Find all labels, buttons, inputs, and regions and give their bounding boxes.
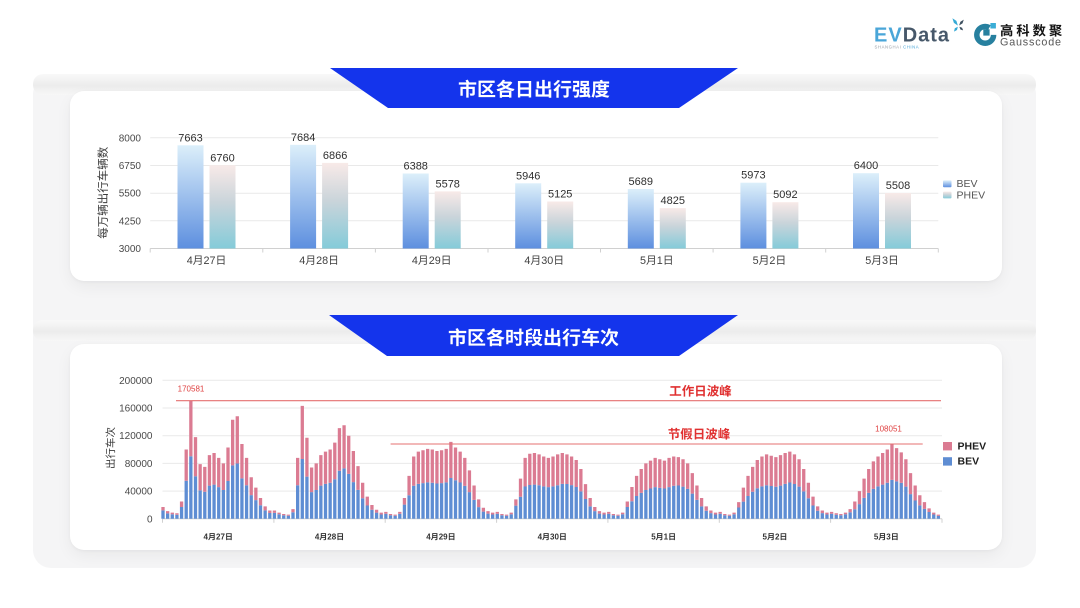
svg-text:5: 5	[640, 255, 646, 267]
svg-text:5092: 5092	[773, 189, 797, 201]
svg-text:4: 4	[187, 255, 193, 267]
svg-text:1: 1	[657, 255, 663, 267]
svg-text:4: 4	[204, 533, 209, 542]
svg-text:4: 4	[299, 255, 305, 267]
svg-text:4: 4	[412, 255, 418, 267]
svg-text:4250: 4250	[119, 216, 142, 227]
svg-text:7684: 7684	[291, 132, 315, 144]
svg-text:4: 4	[538, 533, 543, 542]
svg-text:5: 5	[753, 255, 759, 267]
svg-text:6750: 6750	[119, 161, 142, 172]
svg-text:80000: 80000	[125, 459, 153, 470]
svg-text:5508: 5508	[886, 180, 910, 192]
svg-text:7663: 7663	[178, 132, 202, 144]
svg-text:28: 28	[316, 255, 328, 267]
svg-text:3: 3	[882, 255, 888, 267]
svg-text:170581: 170581	[178, 385, 205, 394]
svg-text:BEV: BEV	[958, 456, 980, 468]
svg-text:40000: 40000	[125, 487, 153, 498]
svg-text:2: 2	[775, 533, 780, 542]
svg-text:5689: 5689	[629, 176, 653, 188]
svg-text:8000: 8000	[119, 133, 142, 144]
svg-text:29: 29	[439, 533, 448, 542]
svg-text:5: 5	[865, 255, 871, 267]
svg-text:3000: 3000	[119, 244, 142, 255]
svg-text:108051: 108051	[875, 425, 902, 434]
svg-text:4: 4	[315, 533, 320, 542]
svg-text:30: 30	[550, 533, 559, 542]
svg-text:4825: 4825	[661, 195, 685, 207]
svg-text:160000: 160000	[119, 404, 153, 415]
svg-text:PHEV: PHEV	[957, 189, 986, 201]
svg-text:6866: 6866	[323, 150, 347, 162]
svg-text:5973: 5973	[741, 170, 765, 182]
svg-text:27: 27	[216, 533, 225, 542]
svg-text:30: 30	[541, 255, 553, 267]
svg-text:6400: 6400	[854, 160, 878, 172]
svg-text:PHEV: PHEV	[958, 441, 987, 453]
svg-text:5578: 5578	[435, 178, 459, 190]
svg-text:29: 29	[429, 255, 441, 267]
svg-text:5: 5	[874, 533, 879, 542]
svg-text:BEV: BEV	[957, 178, 978, 190]
svg-text:28: 28	[327, 533, 336, 542]
svg-text:4: 4	[524, 255, 530, 267]
svg-text:5: 5	[651, 533, 656, 542]
svg-text:SHANGHAI CHINA: SHANGHAI CHINA	[875, 45, 920, 50]
svg-text:3: 3	[886, 533, 891, 542]
svg-text:Gausscode: Gausscode	[1000, 37, 1062, 49]
svg-text:1: 1	[664, 533, 669, 542]
svg-text:EVData: EVData	[874, 25, 950, 47]
svg-text:5946: 5946	[516, 170, 540, 182]
svg-text:2: 2	[769, 255, 775, 267]
svg-text:120000: 120000	[119, 431, 153, 442]
svg-text:5500: 5500	[119, 189, 142, 200]
svg-text:27: 27	[204, 255, 216, 267]
svg-text:6760: 6760	[210, 152, 234, 164]
svg-text:200000: 200000	[119, 376, 153, 387]
svg-text:4: 4	[426, 533, 431, 542]
svg-text:5125: 5125	[548, 189, 572, 201]
svg-text:0: 0	[147, 514, 153, 525]
svg-text:6388: 6388	[403, 161, 427, 173]
svg-text:5: 5	[763, 533, 768, 542]
